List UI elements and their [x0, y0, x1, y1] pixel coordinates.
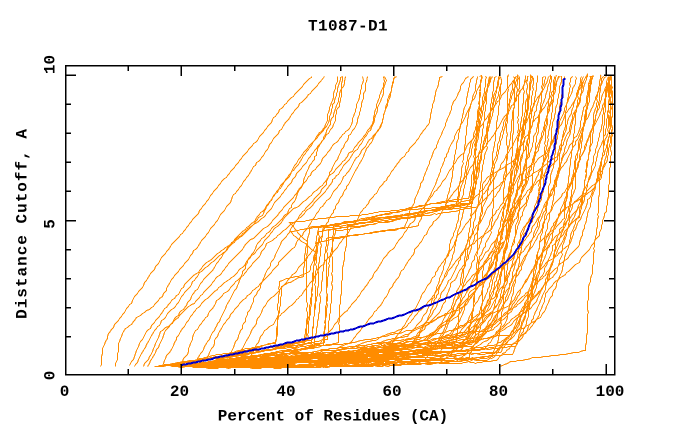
svg-text:10: 10 — [42, 55, 60, 74]
svg-text:5: 5 — [42, 219, 60, 229]
svg-text:0: 0 — [42, 371, 60, 381]
svg-text:60: 60 — [382, 383, 401, 401]
svg-text:40: 40 — [276, 383, 295, 401]
svg-text:80: 80 — [489, 383, 508, 401]
svg-text:Percent of Residues (CA): Percent of Residues (CA) — [218, 408, 448, 426]
svg-text:0: 0 — [60, 383, 70, 401]
svg-text:20: 20 — [170, 383, 189, 401]
svg-text:100: 100 — [596, 383, 625, 401]
svg-text:T1087-D1: T1087-D1 — [308, 18, 388, 36]
svg-text:Distance Cutoff, A: Distance Cutoff, A — [14, 128, 32, 319]
